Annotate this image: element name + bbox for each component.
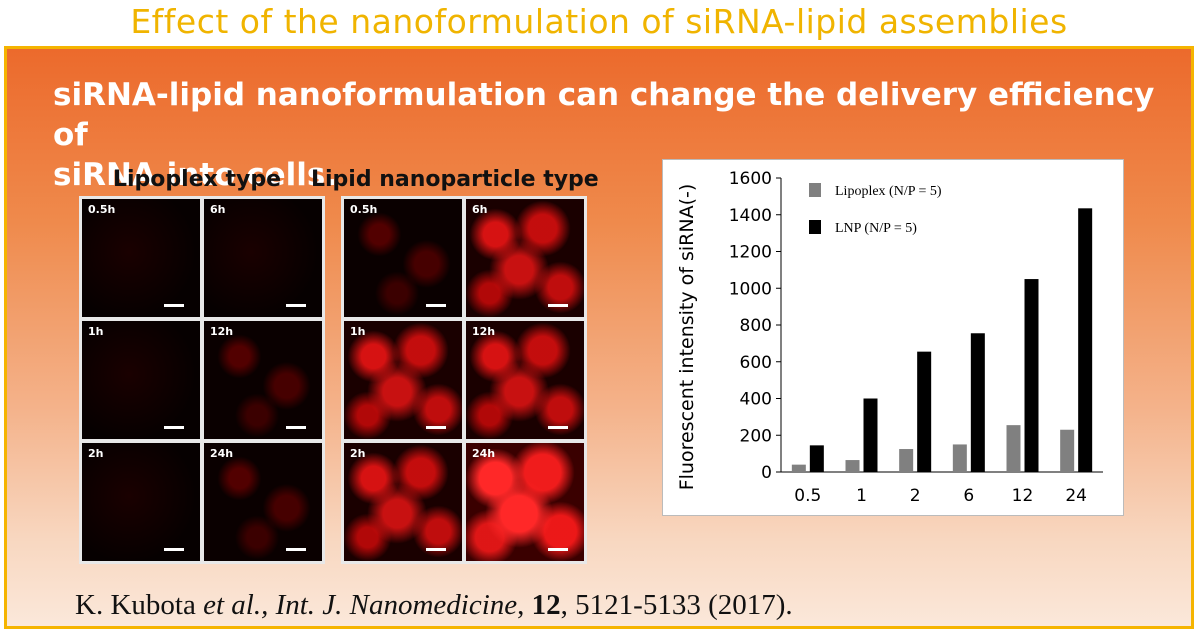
citation: K. Kubota et al., Int. J. Nanomedicine , … bbox=[75, 589, 793, 622]
lipoplex-panel-6h: 6h bbox=[204, 199, 322, 317]
bar-lipoplex bbox=[899, 449, 914, 472]
y-tick-label: 1400 bbox=[729, 206, 772, 226]
headline-line-2: siRNA into cells. bbox=[53, 157, 338, 193]
lipoplex-panel-1h: 1h bbox=[82, 321, 200, 439]
content-panel: siRNA-lipid nanoformulation can change t… bbox=[4, 46, 1194, 629]
scale-bar bbox=[164, 304, 184, 307]
lipoplex-panel-time-label: 24h bbox=[210, 447, 234, 460]
scale-bar bbox=[426, 548, 446, 551]
bar-lipoplex bbox=[1060, 429, 1075, 472]
y-tick-label: 1000 bbox=[729, 279, 772, 299]
legend-swatch bbox=[809, 183, 821, 197]
bar-lnp bbox=[809, 445, 824, 472]
bar-lnp bbox=[970, 333, 985, 472]
citation-volume: 12 bbox=[531, 589, 561, 621]
scale-bar bbox=[426, 426, 446, 429]
bar-lnp bbox=[1024, 279, 1039, 472]
lipoplex-panel-time-label: 0.5h bbox=[88, 203, 116, 216]
legend-label: LNP (N/P = 5) bbox=[835, 221, 917, 236]
lipoplex-panel-12h: 12h bbox=[204, 321, 322, 439]
scale-bar bbox=[286, 548, 306, 551]
x-tick-label: 2 bbox=[910, 486, 921, 506]
headline: siRNA-lipid nanoformulation can change t… bbox=[53, 75, 1173, 195]
lipoplex-panel-0_5h: 0.5h bbox=[82, 199, 200, 317]
y-tick-label: 1600 bbox=[729, 169, 772, 189]
lipoplex-panel-time-label: 12h bbox=[210, 325, 234, 338]
scale-bar bbox=[286, 304, 306, 307]
x-tick-label: 24 bbox=[1065, 486, 1087, 506]
lnp-panel-time-label: 24h bbox=[472, 447, 496, 460]
lnp-image-grid: 0.5h 6h 1h 12h 2h 24h bbox=[341, 196, 587, 564]
lnp-panel-time-label: 12h bbox=[472, 325, 496, 338]
bar-lnp bbox=[863, 398, 878, 472]
bar-lnp bbox=[1078, 208, 1093, 472]
lnp-panel-6h: 6h bbox=[466, 199, 584, 317]
scale-bar bbox=[548, 426, 568, 429]
lipoplex-panel-time-label: 1h bbox=[88, 325, 104, 338]
scale-bar bbox=[164, 426, 184, 429]
bar-chart: 020040060080010001200140016000.51261224I… bbox=[662, 159, 1124, 516]
x-tick-label: 0.5 bbox=[794, 486, 821, 506]
legend-label: Lipoplex (N/P = 5) bbox=[835, 184, 942, 199]
legend-swatch bbox=[809, 220, 821, 234]
y-tick-label: 1200 bbox=[729, 243, 772, 263]
x-tick-label: 6 bbox=[963, 486, 974, 506]
citation-pages: , 5121-5133 (2017). bbox=[560, 589, 793, 621]
lipoplex-label: Lipoplex type bbox=[113, 167, 282, 192]
lnp-panel-2h: 2h bbox=[344, 443, 462, 561]
lnp-panel-time-label: 0.5h bbox=[350, 203, 378, 216]
lipoplex-panel-24h: 24h bbox=[204, 443, 322, 561]
bar-lipoplex bbox=[952, 444, 967, 472]
citation-sep: , bbox=[517, 589, 532, 621]
y-tick-label: 600 bbox=[740, 353, 772, 373]
lipoplex-panel-time-label: 2h bbox=[88, 447, 104, 460]
lnp-panel-0_5h: 0.5h bbox=[344, 199, 462, 317]
lnp-panel-time-label: 1h bbox=[350, 325, 366, 338]
scale-bar bbox=[426, 304, 446, 307]
lipoplex-panel-2h: 2h bbox=[82, 443, 200, 561]
page-title: Effect of the nanoformulation of siRNA-l… bbox=[130, 2, 1068, 41]
lnp-label: Lipid nanoparticle type bbox=[311, 167, 599, 192]
lipoplex-panel-time-label: 6h bbox=[210, 203, 226, 216]
lnp-panel-1h: 1h bbox=[344, 321, 462, 439]
y-tick-label: 200 bbox=[740, 426, 772, 446]
y-tick-label: 0 bbox=[761, 463, 772, 483]
bar-lipoplex bbox=[791, 464, 806, 472]
lipoplex-image-grid: 0.5h 6h 1h 12h 2h 24h bbox=[79, 196, 325, 564]
y-axis-label: Fluorescent intensity of siRNA(-) bbox=[676, 184, 698, 491]
scale-bar bbox=[286, 426, 306, 429]
scale-bar bbox=[548, 548, 568, 551]
y-tick-label: 800 bbox=[740, 316, 772, 336]
lnp-panel-time-label: 2h bbox=[350, 447, 366, 460]
lnp-panel-24h: 24h bbox=[466, 443, 584, 561]
x-tick-label: 1 bbox=[856, 486, 867, 506]
bar-lipoplex bbox=[1006, 425, 1021, 472]
headline-line-1: siRNA-lipid nanoformulation can change t… bbox=[53, 77, 1155, 153]
x-tick-label: 12 bbox=[1012, 486, 1034, 506]
citation-authors: K. Kubota bbox=[75, 589, 204, 621]
bar-chart-svg: 020040060080010001200140016000.51261224I… bbox=[676, 169, 1103, 506]
bar-lnp bbox=[917, 351, 932, 472]
bar-lipoplex bbox=[845, 460, 860, 472]
scale-bar bbox=[548, 304, 568, 307]
y-tick-label: 400 bbox=[740, 390, 772, 410]
scale-bar bbox=[164, 548, 184, 551]
lnp-panel-time-label: 6h bbox=[472, 203, 488, 216]
citation-journal: et al., Int. J. Nanomedicine bbox=[203, 589, 518, 621]
lnp-panel-12h: 12h bbox=[466, 321, 584, 439]
